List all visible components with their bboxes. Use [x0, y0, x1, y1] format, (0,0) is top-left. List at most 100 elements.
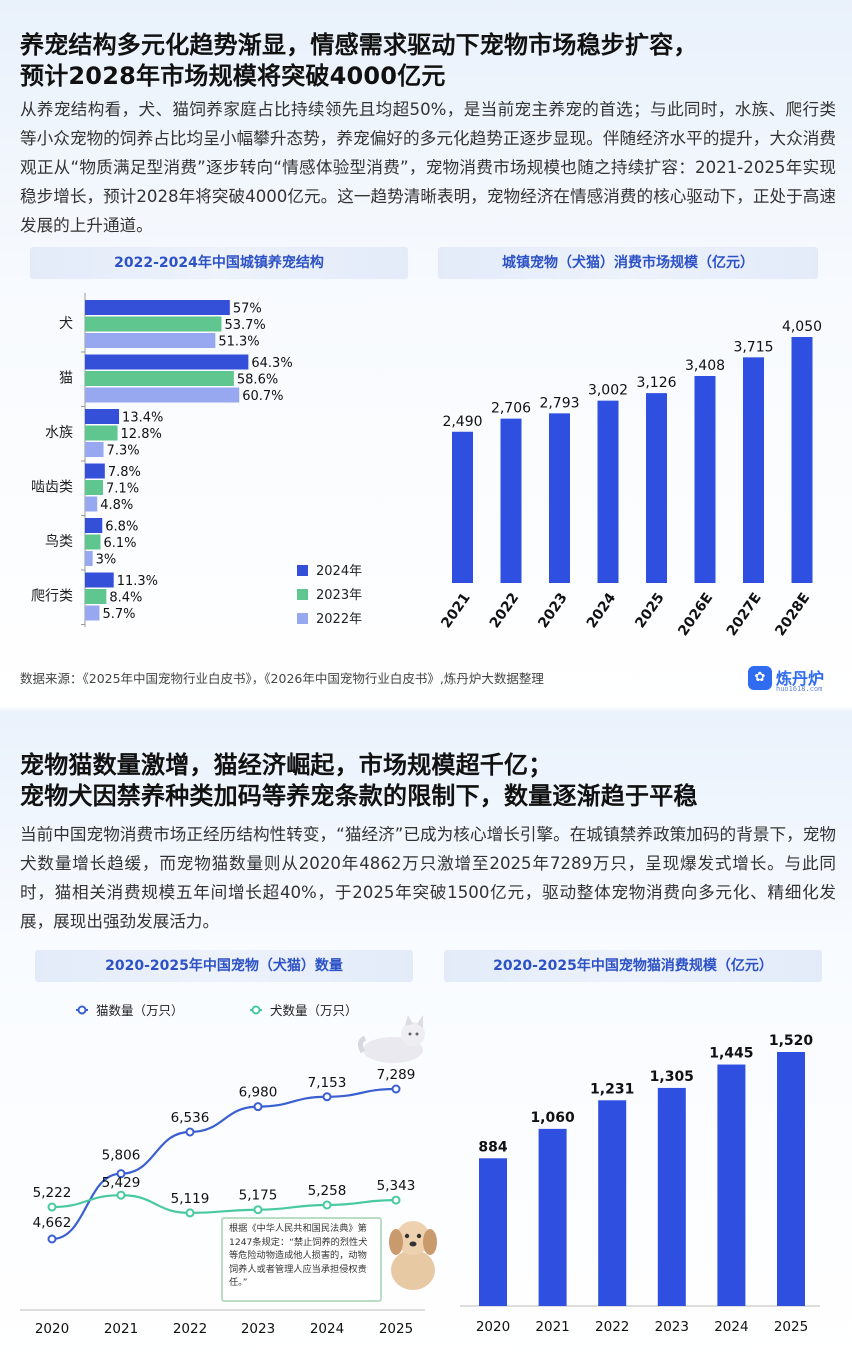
bar-value-label: 1,445	[709, 1046, 753, 1062]
bar-value-label: 1,231	[590, 1081, 634, 1097]
market-bar	[694, 375, 716, 583]
data-point	[185, 1208, 195, 1218]
bar-value-label: 51.3%	[218, 335, 259, 350]
logo-icon: ✿	[748, 666, 772, 690]
bar-value-label: 7.1%	[106, 482, 139, 497]
data-point	[47, 1234, 57, 1244]
bar-value-label: 64.3%	[251, 356, 292, 371]
headline-2-line2: 宠物犬因禁养种类加码等养宠条款的限制下，数量逐渐趋于平稳	[20, 782, 698, 810]
category-label: 水族	[45, 425, 73, 441]
x-tick-label: 2023	[535, 590, 570, 631]
market-bar	[452, 431, 473, 583]
x-tick-label: 2021	[104, 1321, 138, 1337]
bar-value-label: 57%	[233, 302, 262, 317]
bar-value-label: 6.8%	[105, 520, 138, 535]
category-label: 爬行类	[31, 589, 73, 605]
bar-2024年	[85, 409, 120, 424]
bar-value-label: 1,305	[650, 1069, 694, 1085]
data-point	[391, 1084, 401, 1094]
x-tick-label: 2026E	[675, 590, 716, 639]
legend-marker	[77, 1005, 87, 1015]
point-value-label: 5,175	[239, 1188, 278, 1204]
bar-2022年	[85, 333, 216, 348]
bar-value-label: 1,060	[530, 1110, 575, 1126]
bar-value-label: 7.8%	[108, 465, 141, 480]
chart1-title: 2022-2024年中国城镇养宠结构	[30, 247, 408, 279]
headline-1-line2: 预计2028年市场规模将突破4000亿元	[20, 62, 446, 90]
x-tick-label: 2023	[241, 1321, 275, 1337]
category-label: 啮齿类	[31, 480, 73, 496]
chart2-title: 城镇宠物（犬猫）消费市场规模（亿元）	[438, 247, 818, 279]
bar-2024年	[85, 572, 114, 588]
consumption-bar	[717, 1064, 746, 1306]
x-tick-label: 2020	[35, 1321, 69, 1337]
point-value-label: 5,343	[377, 1178, 416, 1194]
consumption-bar	[479, 1158, 507, 1306]
chart-market-size: 2,490 2021 2,706 2022 2,793 2023 3,002 2024 3,12…	[438, 319, 822, 639]
headline-1-line1: 养宠结构多元化趋势渐显，情感需求驱动下宠物市场稳步扩容，	[20, 31, 698, 59]
bar-2024年	[85, 518, 103, 533]
legend-label: 2022年	[316, 612, 362, 627]
x-tick-label: 2022	[595, 1319, 629, 1335]
market-bar	[646, 393, 667, 583]
x-tick-label: 2024	[584, 590, 620, 631]
bar-value-label: 53.7%	[224, 318, 265, 333]
x-tick-label: 2025	[632, 590, 667, 631]
x-tick-label: 2025	[379, 1321, 413, 1337]
chart3-title: 2020-2025年中国宠物（犬猫）数量	[35, 950, 413, 982]
bar-value-label: 2,706	[491, 401, 531, 417]
bar-2022年	[85, 442, 104, 457]
bar-value-label: 5.7%	[102, 607, 135, 622]
data-point	[185, 1127, 195, 1137]
x-tick-label: 2024	[310, 1321, 344, 1337]
legend-label: 2023年	[316, 588, 362, 603]
data-point	[322, 1200, 332, 1210]
brand-logo: ✿ 炼丹炉 huo1618.com	[748, 664, 838, 694]
bar-value-label: 12.8%	[121, 427, 162, 442]
point-value-label: 5,429	[102, 1175, 141, 1191]
logo-subtext: huo1618.com	[776, 685, 823, 693]
chart4-title: 2020-2025年中国宠物猫消费规模（亿元）	[444, 950, 822, 982]
bar-value-label: 1,520	[769, 1033, 814, 1049]
bar-2024年	[85, 354, 249, 370]
market-bar	[549, 413, 570, 583]
law-note: 根据《中华人民共和国民法典》第1247条规定：“禁止饲养的烈性犬等危险动物造成他…	[221, 1217, 382, 1302]
market-bar	[597, 400, 619, 583]
data-point	[322, 1092, 332, 1102]
data-point	[116, 1190, 126, 1200]
bar-value-label: 884	[478, 1139, 507, 1155]
x-tick-label: 2023	[655, 1319, 689, 1335]
bar-value-label: 4,050	[782, 319, 822, 335]
category-label: 猫	[59, 371, 73, 387]
bar-value-label: 7.3%	[107, 444, 140, 459]
paragraph-2: 当前中国宠物消费市场正经历结构性转变，“猫经济”已成为核心增长引擎。在城镇禁养政…	[20, 825, 836, 931]
bar-value-label: 3,715	[733, 339, 773, 355]
data-point	[47, 1202, 57, 1212]
legend-label: 2024年	[316, 564, 362, 579]
category-label: 鸟类	[45, 534, 73, 550]
category-label: 犬	[59, 316, 73, 332]
bar-2023年	[85, 425, 118, 441]
bar-2023年	[85, 534, 101, 550]
bar-value-label: 2,490	[442, 414, 482, 430]
legend-label: 猫数量（万只）	[96, 1003, 184, 1018]
x-tick-label: 2020	[476, 1319, 510, 1335]
consumption-bar	[777, 1052, 805, 1306]
bar-2024年	[85, 300, 230, 315]
point-value-label: 6,980	[239, 1085, 278, 1101]
point-value-label: 6,536	[171, 1110, 210, 1126]
bar-value-label: 3,408	[685, 358, 725, 374]
bar-2024年	[85, 463, 105, 479]
point-value-label: 5,222	[33, 1185, 72, 1201]
headline-1: 养宠结构多元化趋势渐显，情感需求驱动下宠物市场稳步扩容， 预计2028年市场规模…	[20, 30, 840, 92]
headline-2-line1: 宠物猫数量激增，猫经济崛起，市场规模超千亿；	[20, 751, 553, 779]
legend-marker	[251, 1005, 261, 1015]
bar-2022年	[85, 496, 98, 512]
market-bar	[743, 357, 764, 583]
dog-illustration	[389, 1221, 437, 1290]
x-tick-label: 2024	[714, 1319, 748, 1335]
point-value-label: 5,119	[171, 1191, 210, 1207]
x-tick-label: 2022	[173, 1321, 207, 1337]
x-tick-label: 2027E	[724, 590, 765, 639]
data-point	[391, 1195, 401, 1205]
